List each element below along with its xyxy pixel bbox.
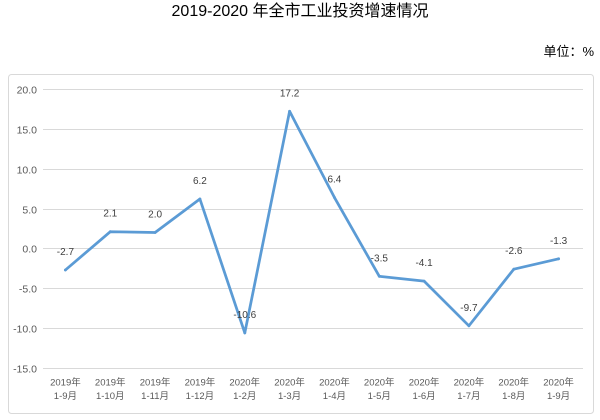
data-label-12: -1.3	[550, 236, 568, 247]
data-point-7	[333, 196, 336, 199]
y-tick-label-4: 5.0	[22, 204, 37, 216]
x-tick-period: 1-5月	[368, 391, 391, 402]
y-tick-label-6: -5.0	[19, 283, 37, 295]
y-tick-label-1: 20.0	[17, 84, 38, 96]
data-point-5	[243, 331, 247, 335]
data-point-4	[198, 197, 202, 201]
unit-label: 单位：%	[543, 44, 594, 59]
x-tick-period: 1-9月	[54, 391, 77, 402]
data-points	[64, 109, 560, 335]
x-tick-period: 1-6月	[412, 391, 435, 402]
y-tick-label-7: -10.0	[13, 323, 37, 335]
x-tick-period: 1-4月	[323, 391, 346, 402]
x-tick-period: 1-3月	[278, 391, 301, 402]
x-tick-label-7: 2020年 1-4月	[319, 377, 350, 403]
x-tick-label-5: 2020年 1-2月	[229, 377, 260, 403]
data-point-9	[422, 279, 426, 283]
y-tick-label-8: -15.0	[13, 363, 37, 375]
data-label-4: 6.2	[193, 176, 207, 187]
series-line	[64, 109, 560, 335]
gridlines	[43, 89, 583, 369]
x-tick-period: 1-12月	[186, 391, 215, 402]
data-label-9: -4.1	[415, 258, 433, 269]
x-tick-year: 2020年	[319, 377, 350, 389]
data-point-11	[512, 267, 516, 271]
data-point-1	[64, 268, 67, 272]
x-tick-year: 2020年	[454, 377, 485, 389]
x-tick-period: 1-10月	[96, 391, 125, 402]
y-tick-label-5: 0.0	[22, 243, 37, 255]
x-tick-period: 1-11月	[141, 391, 169, 402]
data-label-6: 17.2	[280, 88, 300, 99]
x-tick-label-9: 2020年 1-6月	[409, 377, 440, 403]
x-tick-label-6: 2020年 1-3月	[274, 377, 305, 403]
x-tick-label-4: 2019年 1-12月	[185, 377, 216, 403]
x-tick-period: 1-7月	[457, 391, 480, 402]
data-label-3: 2.0	[148, 210, 162, 221]
x-tick-year: 2019年	[95, 377, 126, 389]
x-tick-label-2: 2019年 1-10月	[95, 377, 126, 403]
data-point-12	[557, 257, 560, 261]
data-label-8: -3.5	[371, 253, 389, 264]
data-label-10: -9.7	[460, 303, 478, 314]
x-tick-year: 2020年	[498, 377, 529, 389]
series-group	[64, 109, 560, 335]
x-tick-year: 2020年	[409, 377, 440, 389]
data-label-2: 2.1	[103, 209, 117, 220]
x-tick-year: 2020年	[364, 377, 395, 389]
data-label-7: 6.4	[327, 174, 341, 185]
data-point-8	[377, 274, 381, 278]
data-labels: -2.7 2.1 2.0 6.2 -10.6 17.2 6.4 -3.5 -4.1 -9.7 -2.…	[57, 88, 568, 321]
x-tick-year: 2019年	[140, 377, 171, 389]
x-tick-label-3: 2019年 1-11月	[140, 377, 171, 403]
y-axis-labels: 20.0 15.0 10.0 5.0 0.0 -5.0 -10.0 -15.0	[13, 84, 37, 375]
x-tick-label-8: 2020年 1-5月	[364, 377, 395, 403]
data-point-3	[153, 231, 157, 234]
x-tick-label-12: 2020年 1-9月	[543, 377, 574, 403]
chart-title: 2019-2020 年全市工业投资增速情况	[171, 3, 429, 20]
y-tick-label-3: 10.0	[17, 164, 38, 176]
x-tick-label-1: 2019年 1-9月	[50, 377, 81, 403]
x-tick-period: 1-9月	[547, 391, 570, 402]
x-tick-year: 2019年	[50, 377, 81, 389]
x-tick-label-11: 2020年 1-8月	[498, 377, 529, 403]
x-tick-year: 2019年	[185, 377, 216, 389]
y-tick-label-2: 15.0	[17, 124, 38, 136]
data-point-6	[288, 109, 291, 113]
data-label-1: -2.7	[57, 247, 75, 258]
x-tick-label-10: 2020年 1-7月	[454, 377, 485, 403]
x-tick-period: 1-2月	[233, 391, 256, 402]
x-tick-period: 1-8月	[502, 391, 525, 402]
x-tick-year: 2020年	[274, 377, 305, 389]
x-tick-year: 2020年	[543, 377, 574, 389]
data-label-11: -2.6	[505, 246, 523, 257]
data-point-10	[467, 324, 471, 328]
x-tick-year: 2020年	[229, 377, 260, 389]
data-point-2	[108, 230, 112, 234]
data-label-5: -10.6	[233, 310, 256, 321]
